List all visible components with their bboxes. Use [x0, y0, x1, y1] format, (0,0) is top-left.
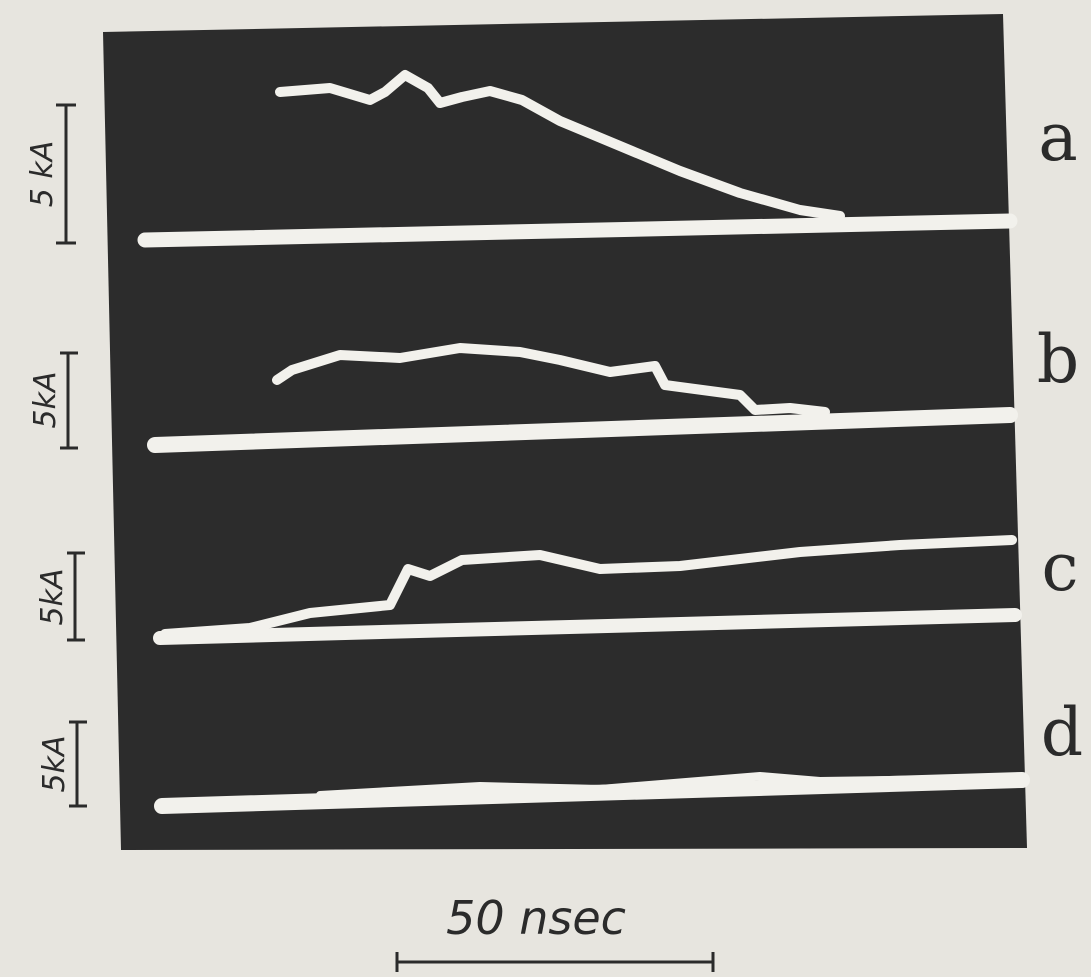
panel-label: c [1042, 529, 1079, 606]
page: 5 kA 5kA 5kA 5kA a b c d 50 nsec (() => … [0, 0, 1091, 977]
current-scale: 5kA [28, 372, 63, 429]
current-scale: 5kA [37, 736, 72, 793]
panel-label: b [1037, 321, 1079, 398]
time-scale: 50 nsec [446, 891, 626, 945]
panel-label: a [1038, 99, 1077, 176]
current-scale: 5 kA [25, 141, 60, 208]
figure: 5 kA 5kA 5kA 5kA a b c d 50 nsec [0, 0, 1091, 977]
panel-label: d [1041, 694, 1083, 771]
current-scale: 5kA [35, 569, 70, 626]
